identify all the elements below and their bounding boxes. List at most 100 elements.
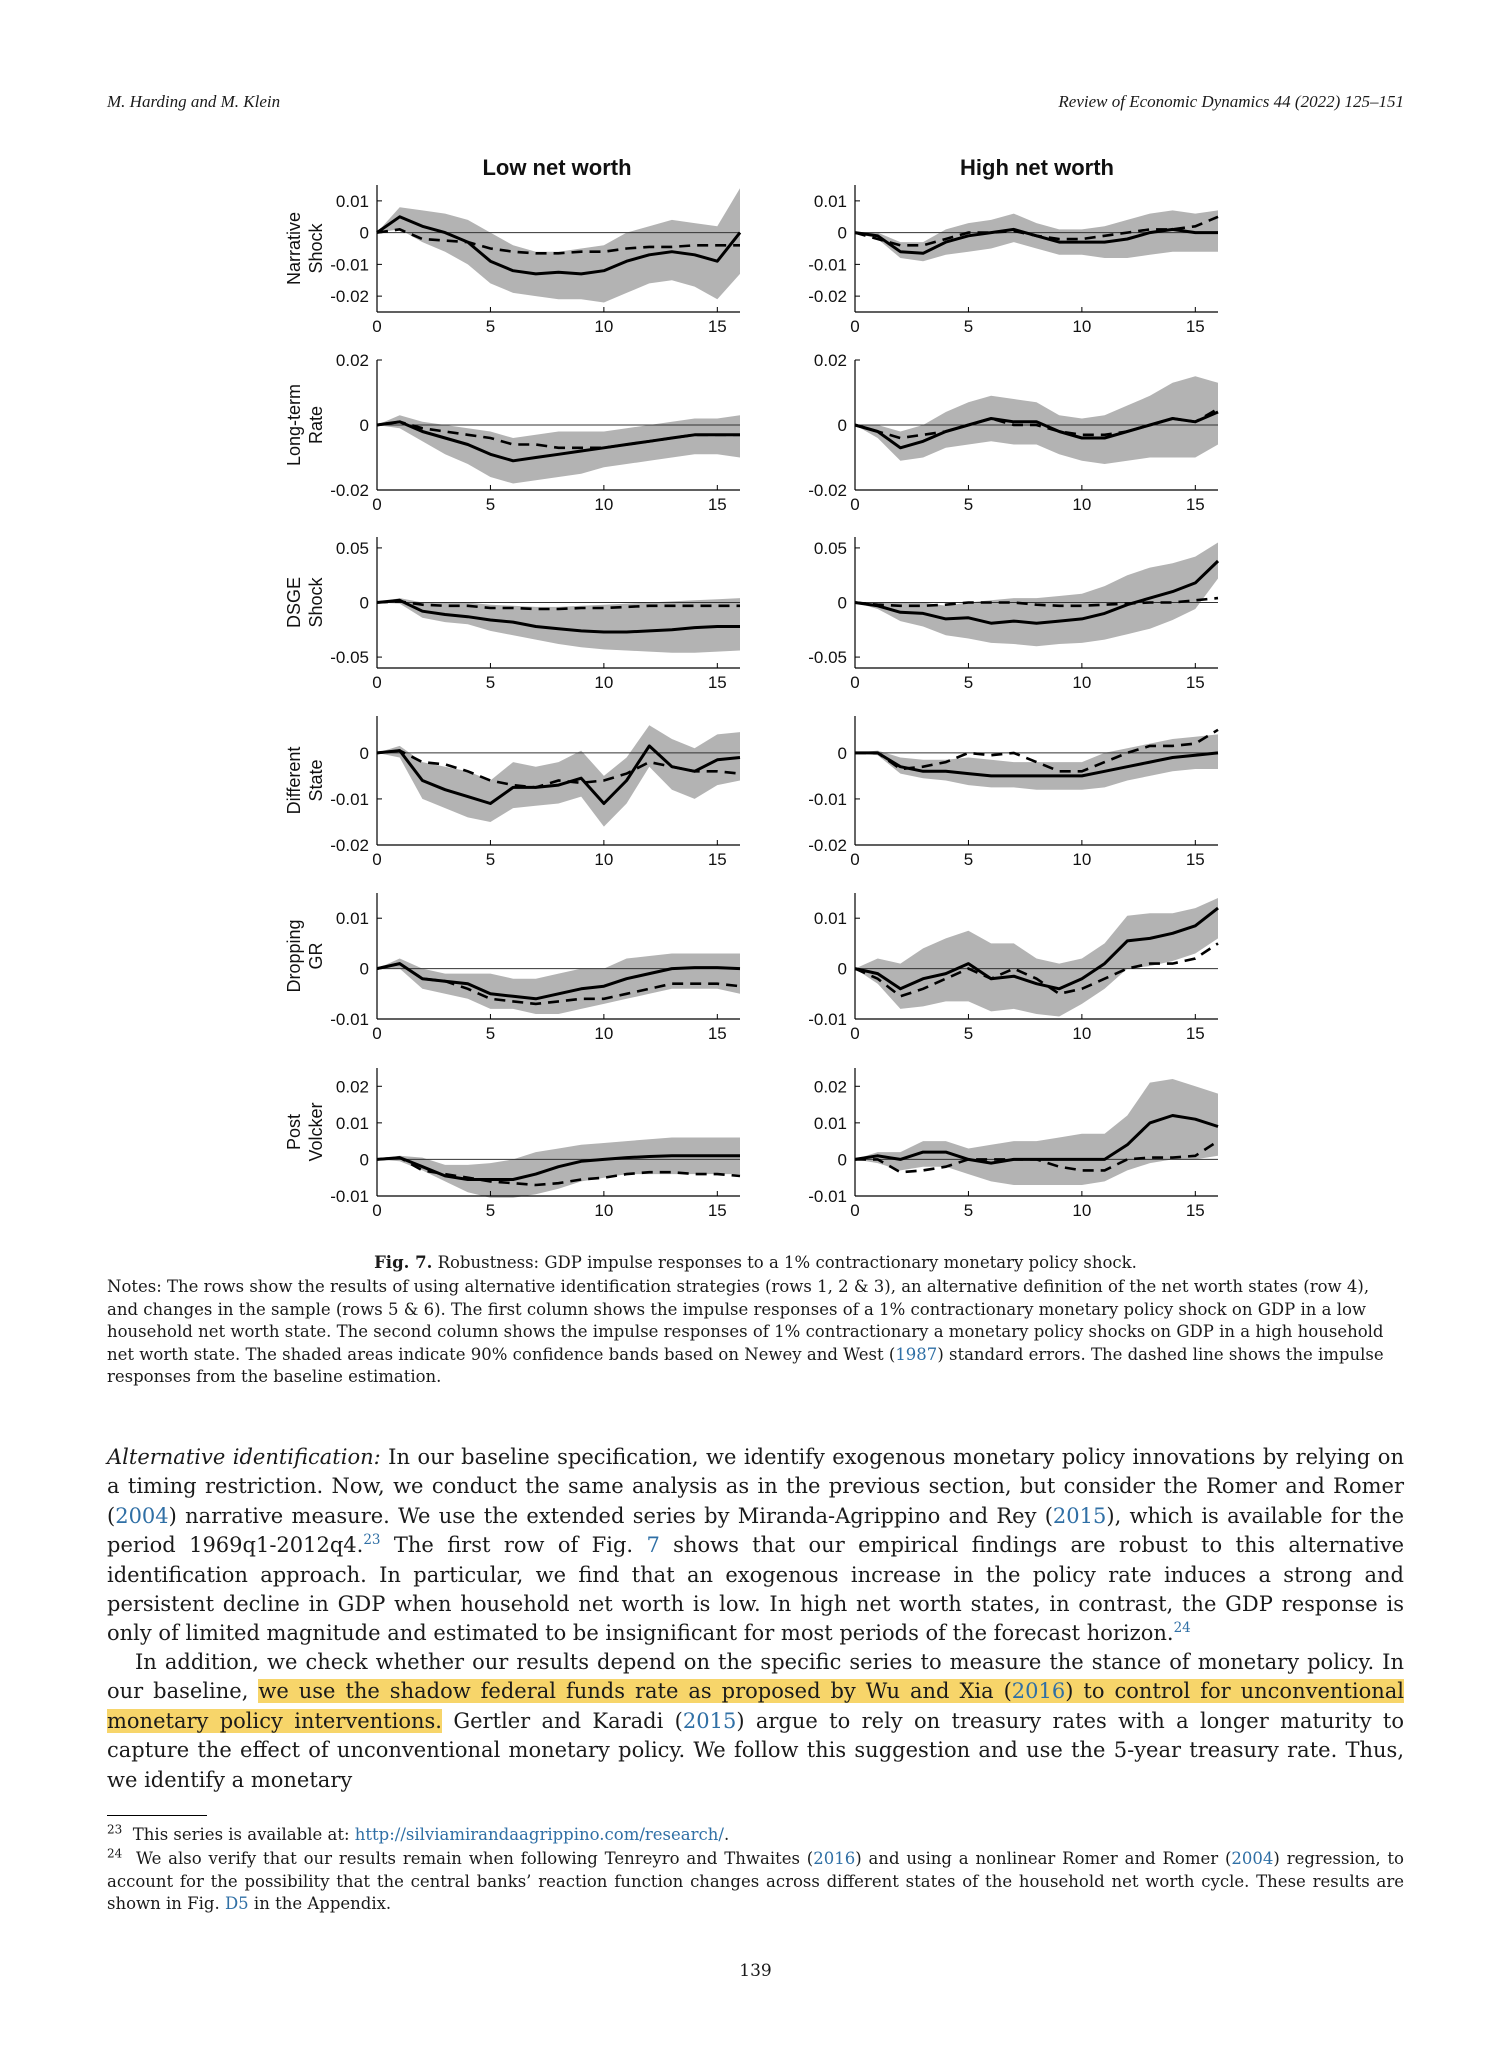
- row-label: Post: [284, 1114, 304, 1150]
- footnote-text: .: [723, 1825, 730, 1844]
- x-tick-label: 5: [964, 1201, 973, 1220]
- y-tick-label: -0.01: [808, 1187, 847, 1206]
- y-tick-label: -0.02: [808, 836, 847, 855]
- running-header-authors: M. Harding and M. Klein: [107, 92, 281, 111]
- paragraph-alternative-identification: Alternative identification: In our basel…: [107, 1443, 1404, 1649]
- figure-link[interactable]: D5: [224, 1894, 249, 1914]
- x-tick-label: 10: [594, 495, 613, 514]
- x-tick-label: 0: [372, 1201, 381, 1220]
- figure-link[interactable]: 7: [646, 1533, 660, 1558]
- highlighted-text-part: we use the shadow federal funds rate as …: [258, 1679, 1012, 1704]
- y-tick-label: 0: [360, 1150, 369, 1169]
- figure-caption: Fig. 7. Robustness: GDP impulse response…: [107, 1253, 1404, 1272]
- x-tick-label: 5: [486, 850, 495, 869]
- x-tick-label: 15: [1186, 1024, 1205, 1043]
- x-tick-label: 5: [964, 317, 973, 336]
- x-tick-label: 15: [708, 673, 727, 692]
- row-label: Shock: [306, 576, 326, 627]
- citation-link[interactable]: 1987: [895, 1344, 938, 1364]
- x-tick-label: 0: [372, 673, 381, 692]
- paragraph-text: Gertler and Karadi (: [441, 1708, 683, 1733]
- x-tick-label: 0: [850, 850, 859, 869]
- row-label: Dropping: [284, 919, 304, 992]
- confidence-band: [377, 953, 740, 1014]
- paragraph-text: In our baseline specification, we identi…: [107, 1445, 1404, 1528]
- citation-link[interactable]: 2004: [1231, 1849, 1274, 1868]
- footnote-marker[interactable]: 23: [363, 1532, 381, 1549]
- y-tick-label: -0.05: [330, 648, 369, 667]
- row-label: Rate: [306, 406, 326, 444]
- citation-link[interactable]: 2004: [115, 1503, 169, 1528]
- figure-caption-label: Fig. 7.: [374, 1253, 433, 1272]
- y-tick-label: 0: [360, 960, 369, 979]
- x-tick-label: 15: [708, 495, 727, 514]
- y-tick-label: 0: [360, 594, 369, 613]
- citation-link[interactable]: 2015: [682, 1708, 737, 1733]
- y-tick-label: -0.02: [330, 481, 369, 500]
- paragraph-text: ) narrative measure. We use the extended…: [168, 1503, 1053, 1528]
- x-tick-label: 10: [594, 850, 613, 869]
- x-tick-label: 5: [964, 495, 973, 514]
- impulse-response-line: [376, 420, 740, 463]
- y-tick-label: -0.01: [330, 1010, 369, 1029]
- citation-link[interactable]: 2016: [1011, 1679, 1066, 1704]
- column-title-high: High net worth: [960, 155, 1114, 180]
- x-tick-label: 0: [372, 1024, 381, 1043]
- x-tick-label: 15: [1186, 673, 1205, 692]
- x-tick-label: 15: [708, 1024, 727, 1043]
- footnote-separator: [107, 1815, 207, 1816]
- x-tick-label: 5: [486, 1024, 495, 1043]
- y-tick-label: 0.01: [814, 1114, 847, 1133]
- y-tick-label: -0.01: [808, 255, 847, 274]
- paragraph-monetary-stance: In addition, we check whether our result…: [107, 1648, 1404, 1795]
- notes-text: Notes: The rows show the results of usin…: [107, 1277, 1384, 1364]
- page-number: 139: [739, 1961, 772, 1981]
- y-tick-label: 0.01: [814, 909, 847, 928]
- footnote-marker[interactable]: 24: [1173, 1620, 1191, 1637]
- citation-link[interactable]: 2016: [813, 1849, 856, 1868]
- impulse-response-line: [854, 410, 1219, 450]
- x-tick-label: 15: [708, 1201, 727, 1220]
- paragraph-text: ) argue to rely on treasury rates with a…: [107, 1708, 1404, 1792]
- y-tick-label: -0.02: [808, 287, 847, 306]
- row-label: Narrative: [284, 212, 304, 285]
- x-tick-label: 15: [1186, 495, 1205, 514]
- confidence-band: [377, 188, 740, 303]
- x-tick-label: 10: [1072, 1024, 1091, 1043]
- x-tick-label: 0: [850, 495, 859, 514]
- x-tick-label: 5: [486, 317, 495, 336]
- y-tick-label: 0: [838, 594, 847, 613]
- y-tick-label: 0: [838, 744, 847, 763]
- footnote-text: ) regression, to account for the possibi…: [107, 1849, 1404, 1914]
- x-tick-label: 10: [1072, 1201, 1091, 1220]
- y-tick-label: 0.02: [336, 351, 369, 370]
- impulse-response-line: [376, 215, 742, 276]
- x-tick-label: 15: [1186, 317, 1205, 336]
- paragraph-text: shows that our empirical findings are ro…: [107, 1533, 1405, 1646]
- y-tick-label: 0: [838, 416, 847, 435]
- impulse-response-line: [854, 559, 1220, 625]
- paragraph-lead: Alternative identification:: [107, 1445, 381, 1469]
- notes-text: ) standard errors. The dashed line shows…: [107, 1344, 1384, 1387]
- y-tick-label: -0.05: [808, 648, 847, 667]
- row-label: Different: [284, 747, 304, 815]
- footnote-text: in the Appendix.: [248, 1894, 392, 1914]
- citation-link[interactable]: 2015: [1052, 1503, 1107, 1528]
- row-label: GR: [306, 942, 326, 969]
- x-tick-label: 10: [1072, 673, 1091, 692]
- confidence-band: [377, 725, 740, 827]
- impulse-response-line: [855, 751, 1219, 778]
- impulse-response-figure: Low net worth High net worth Narrative Sh…: [284, 155, 1220, 1220]
- y-tick-label: 0: [360, 744, 369, 763]
- footnote-23: 23 This series is available at: http://s…: [107, 1824, 1404, 1847]
- url-link[interactable]: http://silviamirandaagrippino.com/resear…: [354, 1825, 724, 1844]
- impulse-response-line: [854, 227, 1218, 255]
- x-tick-label: 10: [1072, 495, 1091, 514]
- y-tick-label: -0.02: [330, 836, 369, 855]
- x-tick-label: 5: [964, 850, 973, 869]
- x-tick-label: 0: [372, 495, 381, 514]
- baseline-dashed-line: [376, 228, 740, 255]
- confidence-band: [855, 734, 1218, 790]
- row-label: Volcker: [306, 1102, 326, 1161]
- x-tick-label: 10: [594, 317, 613, 336]
